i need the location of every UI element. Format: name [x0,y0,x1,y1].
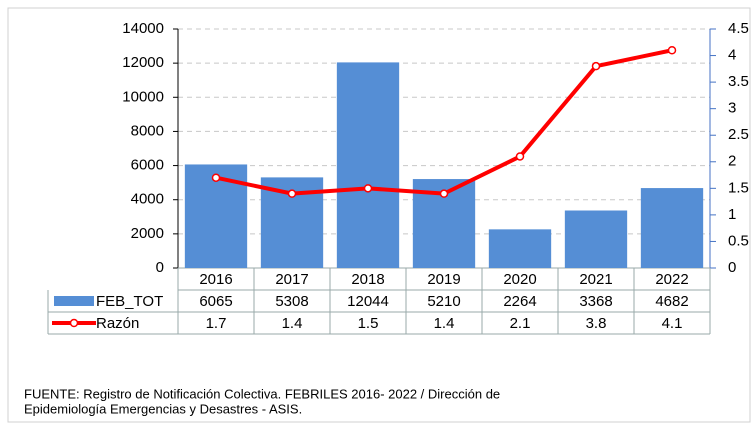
y-tick-label: 10000 [122,88,164,105]
y-tick-label: 14000 [122,20,164,37]
table-value: 4682 [655,293,688,310]
x-tick-label: 2017 [275,271,308,288]
y2-tick-label: 4 [728,47,736,64]
y2-tick-label: 0 [728,259,736,276]
legend-label: Razón [96,315,139,332]
y2-tick-label: 3 [728,100,736,117]
marker [515,152,525,161]
table-value: 1.4 [282,315,303,332]
y-tick-label: 6000 [131,157,164,174]
table-value: 3.8 [586,315,607,332]
legend-label: FEB_TOT [96,293,163,310]
table-value: 3368 [579,293,612,310]
x-tick-label: 2019 [427,271,460,288]
legend-swatch [69,318,79,328]
marker [439,189,449,198]
table-value: 2.1 [510,315,531,332]
marker [287,189,297,198]
y-tick-label: 2000 [131,225,164,242]
source-note: FUENTE: Registro de Notificación Colecti… [24,386,500,401]
y2-tick-label: 3.5 [728,73,749,90]
marker [667,45,677,55]
y2-tick-label: 1.5 [728,179,749,196]
bar [488,229,552,268]
x-tick-label: 2020 [503,271,536,288]
marker [211,173,221,182]
y-tick-label: 12000 [122,54,164,71]
legend-swatch [54,296,94,306]
table-value: 1.7 [206,315,227,332]
x-tick-label: 2018 [351,271,384,288]
table-value: 5308 [275,293,308,310]
bar [336,62,400,268]
y2-tick-label: 4.5 [728,20,749,37]
table-value: 1.5 [358,315,379,332]
bar [564,210,628,268]
y2-tick-label: 0.5 [728,232,749,249]
x-tick-label: 2021 [579,271,612,288]
bar [640,188,704,268]
table-value: 12044 [347,293,389,310]
source-note: Epidemiología Emergencias y Desastres - … [24,401,302,416]
y2-tick-label: 2 [728,153,736,170]
table-value: 5210 [427,293,460,310]
x-tick-label: 2016 [199,271,232,288]
y-tick-label: 4000 [131,191,164,208]
marker [591,61,601,71]
table-value: 1.4 [434,315,455,332]
x-tick-label: 2022 [655,271,688,288]
y-tick-label: 8000 [131,122,164,139]
table-value: 6065 [199,293,232,310]
y2-tick-label: 2.5 [728,126,749,143]
y-tick-label: 0 [156,259,164,276]
table-value: 2264 [503,293,536,310]
marker [363,184,373,193]
table-value: 4.1 [662,315,683,332]
y2-tick-label: 1 [728,206,736,223]
